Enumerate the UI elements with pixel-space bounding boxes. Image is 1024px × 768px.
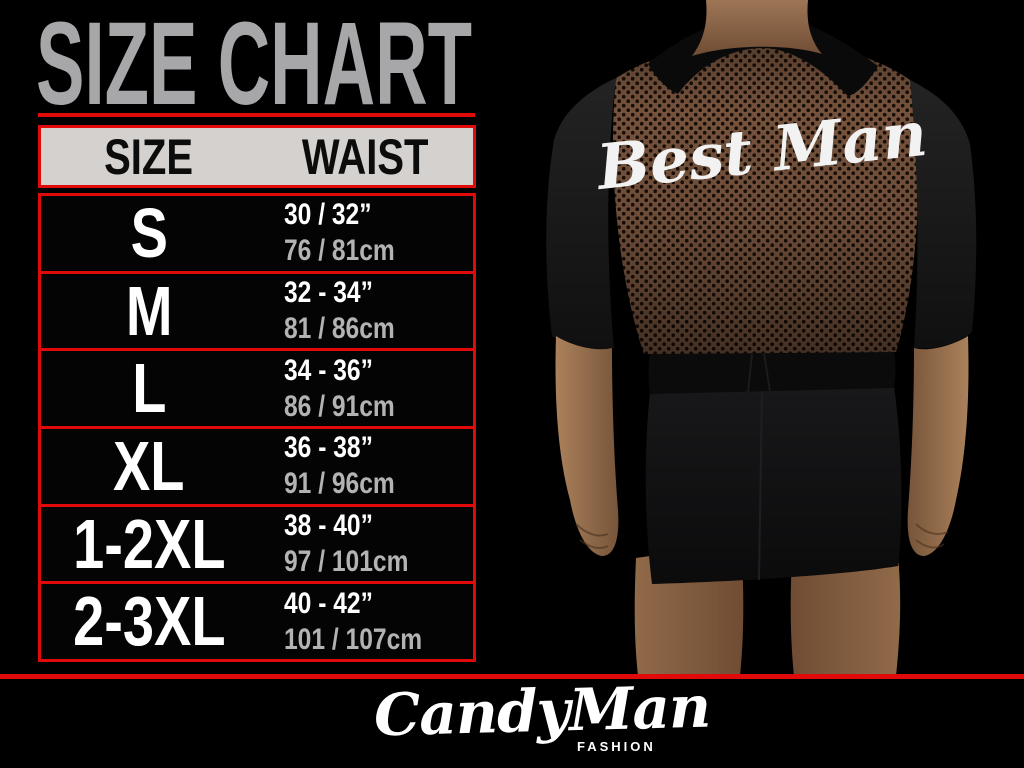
brand-logo: CandyMan FASHION xyxy=(373,673,711,762)
table-header-size-label: SIZE xyxy=(104,128,194,185)
brand-name: CandyMan xyxy=(373,672,711,750)
mesh-shading xyxy=(613,42,919,354)
model-photo: Best Man xyxy=(546,0,977,676)
size-value: L xyxy=(131,349,167,428)
table-body: S 30 / 32” 76 / 81cm M 32 - 34” 81 / 86c… xyxy=(38,193,476,662)
title-underline xyxy=(38,113,475,117)
left-sleeve xyxy=(546,78,616,350)
size-value: M xyxy=(125,271,173,350)
table-row: M 32 - 34” 81 / 86cm xyxy=(41,270,473,350)
robe-skirt xyxy=(645,386,902,584)
waist-cell: 36 - 38” 91 / 96cm xyxy=(257,430,473,502)
page-title: SIZE CHART xyxy=(36,12,472,118)
model-neck xyxy=(692,0,822,56)
size-cell: XL xyxy=(41,426,257,505)
size-cell: S xyxy=(41,193,257,272)
table-row: 1-2XL 38 - 40” 97 / 101cm xyxy=(41,503,473,583)
right-sleeve xyxy=(910,80,977,349)
waist-cm: 101 / 107cm xyxy=(284,622,423,656)
table-row: S 30 / 32” 76 / 81cm xyxy=(41,196,473,271)
waist-cell: 34 - 36” 86 / 91cm xyxy=(257,353,473,425)
footer-divider xyxy=(0,674,1024,679)
waist-cm: 91 / 96cm xyxy=(284,467,395,501)
size-value: 1-2XL xyxy=(72,504,226,583)
waist-cell: 40 - 42” 101 / 107cm xyxy=(257,586,473,658)
right-forearm-hand xyxy=(907,336,969,556)
waist-inches: 34 - 36” xyxy=(284,353,373,387)
size-cell: 2-3XL xyxy=(41,582,257,661)
table-row: L 34 - 36” 86 / 91cm xyxy=(41,348,473,426)
table-header-size: SIZE xyxy=(41,132,257,182)
waist-inches: 30 / 32” xyxy=(284,198,372,232)
table-row: 2-3XL 40 - 42” 101 / 107cm xyxy=(41,581,473,659)
left-leg xyxy=(634,553,744,676)
table-header-waist: WAIST xyxy=(257,132,473,182)
right-hand-fingers xyxy=(915,523,949,549)
belt-fold xyxy=(747,352,771,393)
brand-sub-label: FASHION xyxy=(577,739,656,754)
waist-cm: 86 / 91cm xyxy=(284,389,395,423)
waist-cell: 38 - 40” 97 / 101cm xyxy=(257,508,473,580)
waist-inches: 36 - 38” xyxy=(284,431,373,465)
right-leg xyxy=(790,552,901,676)
table-header-waist-label: WAIST xyxy=(301,128,429,185)
robe-belt xyxy=(648,350,896,394)
left-hand-fingers xyxy=(575,523,609,549)
size-cell: 1-2XL xyxy=(41,504,257,583)
table-header-row: SIZE WAIST xyxy=(38,125,476,188)
waist-inches: 40 - 42” xyxy=(284,586,373,620)
size-value: XL xyxy=(113,426,185,505)
robe-skirt-seam xyxy=(758,389,763,581)
waist-cm: 97 / 101cm xyxy=(284,545,409,579)
size-table: SIZE WAIST S 30 / 32” 76 / 81cm M 32 - 3… xyxy=(38,125,476,662)
page-title-graphic: SIZE CHART xyxy=(36,12,472,118)
size-cell: L xyxy=(41,349,257,428)
size-value: 2-3XL xyxy=(72,582,226,661)
left-forearm-hand xyxy=(555,336,619,556)
size-cell: M xyxy=(41,271,257,350)
waist-inches: 32 - 34” xyxy=(284,276,373,309)
waist-cell: 32 - 34” 81 / 86cm xyxy=(257,275,473,347)
size-value: S xyxy=(130,193,168,272)
waist-inches: 38 - 40” xyxy=(284,509,373,543)
table-row: XL 36 - 38” 91 / 96cm xyxy=(41,426,473,504)
waist-cm: 81 / 86cm xyxy=(284,312,395,345)
waist-cell: 30 / 32” 76 / 81cm xyxy=(257,197,473,269)
waist-cm: 76 / 81cm xyxy=(284,234,395,268)
